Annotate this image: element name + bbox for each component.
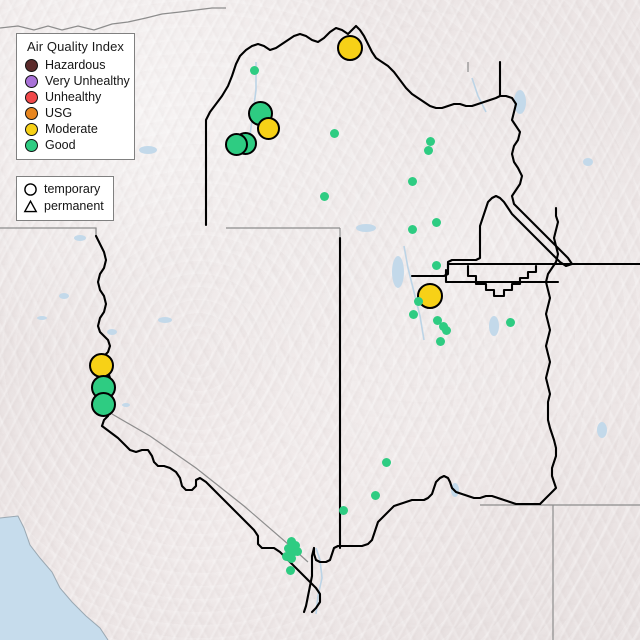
aqi-marker-temporary[interactable] (90, 391, 116, 417)
aqi-marker-small-good[interactable] (249, 65, 259, 75)
boundary-utah-south (312, 474, 542, 564)
aqi-marker-small-good[interactable] (285, 565, 295, 575)
boundary-nevada-arizona (302, 546, 316, 614)
aqi-marker-temporary[interactable] (337, 35, 363, 61)
aqi-marker-small-good[interactable] (441, 325, 451, 335)
aqi-marker-small-good[interactable] (329, 128, 339, 138)
legend-item-temporary: temporary (23, 181, 107, 198)
aqi-marker-small-good[interactable] (425, 136, 435, 146)
aqi-marker-small-good[interactable] (413, 296, 423, 306)
aqi-marker-temporary[interactable] (256, 116, 280, 140)
pacific-ocean-water (0, 516, 108, 640)
aqi-marker-small-good[interactable] (283, 543, 293, 553)
aqi-marker-small-good[interactable] (286, 536, 296, 546)
triangle-outline-icon (23, 199, 38, 213)
legend-item-very-unhealthy: Very Unhealthy (25, 73, 130, 89)
aqi-marker-small-good[interactable] (407, 176, 417, 186)
legend-swatch-icon (25, 106, 38, 120)
boundary-utah-north (444, 268, 560, 284)
legend-category-label: Very Unhealthy (45, 73, 130, 88)
legend-item-hazardous: Hazardous (25, 57, 126, 73)
aqi-marker-small-good[interactable] (435, 336, 445, 346)
legend-label-permanent: permanent (44, 199, 104, 214)
aqi-marker-small-good[interactable] (319, 191, 329, 201)
legend-title: Air Quality Index (26, 39, 125, 54)
boundary-california-diagonal (100, 424, 322, 614)
legend-item-permanent: permanent (23, 198, 107, 215)
boundary-utah-east (538, 206, 560, 506)
boundary-idaho-nevada-utah (410, 266, 450, 278)
aqi-marker-small-good[interactable] (286, 553, 296, 563)
aqi-marker-small-good[interactable] (370, 490, 380, 500)
legend-swatch-icon (25, 74, 38, 88)
aqi-marker-small-good[interactable] (423, 145, 433, 155)
legend-item-good: Good (25, 137, 126, 153)
aqi-marker-small-good[interactable] (281, 551, 291, 561)
legend-item-usg: USG (25, 105, 126, 121)
station-type-legend: temporary permanent (16, 176, 114, 221)
legend-item-unhealthy: Unhealthy (25, 89, 126, 105)
legend-category-label: Moderate (45, 121, 98, 136)
state-boundaries (94, 24, 640, 614)
aqi-marker-small-good[interactable] (432, 315, 442, 325)
aqi-marker-small-good[interactable] (505, 317, 515, 327)
aqi-marker-temporary[interactable] (224, 132, 248, 156)
legend-label-temporary: temporary (44, 182, 101, 197)
aqi-marker-small-good[interactable] (290, 540, 300, 550)
inland-water-features (37, 90, 607, 497)
legend-swatch-icon (25, 90, 38, 104)
aqi-marker-small-good[interactable] (287, 547, 297, 557)
legend-swatch-icon (25, 58, 38, 72)
aqi-marker-small-good[interactable] (431, 260, 441, 270)
circle-outline-icon (24, 183, 37, 196)
aqi-marker-small-good[interactable] (407, 224, 417, 234)
legend-swatch-icon (25, 122, 38, 136)
aqi-marker-small-good[interactable] (381, 457, 391, 467)
legend-category-label: Unhealthy (45, 89, 102, 104)
coastline (0, 515, 109, 640)
boundary-idaho-wyoming (446, 262, 640, 270)
aqi-marker-small-good[interactable] (338, 505, 348, 515)
aqi-marker-temporary[interactable] (88, 352, 114, 378)
legend-category-label: Good (45, 137, 76, 152)
legend-item-moderate: Moderate (25, 121, 126, 137)
boundary-wyoming-utah (466, 264, 538, 298)
aqi-marker-small-good[interactable] (408, 309, 418, 319)
aqi-marker-small-good[interactable] (431, 217, 441, 227)
river-lines (247, 62, 487, 615)
legend-swatch-icon (25, 138, 38, 152)
legend-category-list: Hazardous Very Unhealthy Unhealthy USG Moder… (25, 57, 130, 153)
boundary-oregon-idaho (204, 24, 502, 227)
legend-category-label: Hazardous (45, 57, 106, 72)
air-quality-index-legend: Air Quality Index Hazardous Very Unhealth… (16, 33, 135, 160)
aqi-marker-small-good[interactable] (292, 546, 302, 556)
legend-category-label: USG (45, 105, 73, 120)
boundary-idaho-montana (446, 94, 574, 270)
